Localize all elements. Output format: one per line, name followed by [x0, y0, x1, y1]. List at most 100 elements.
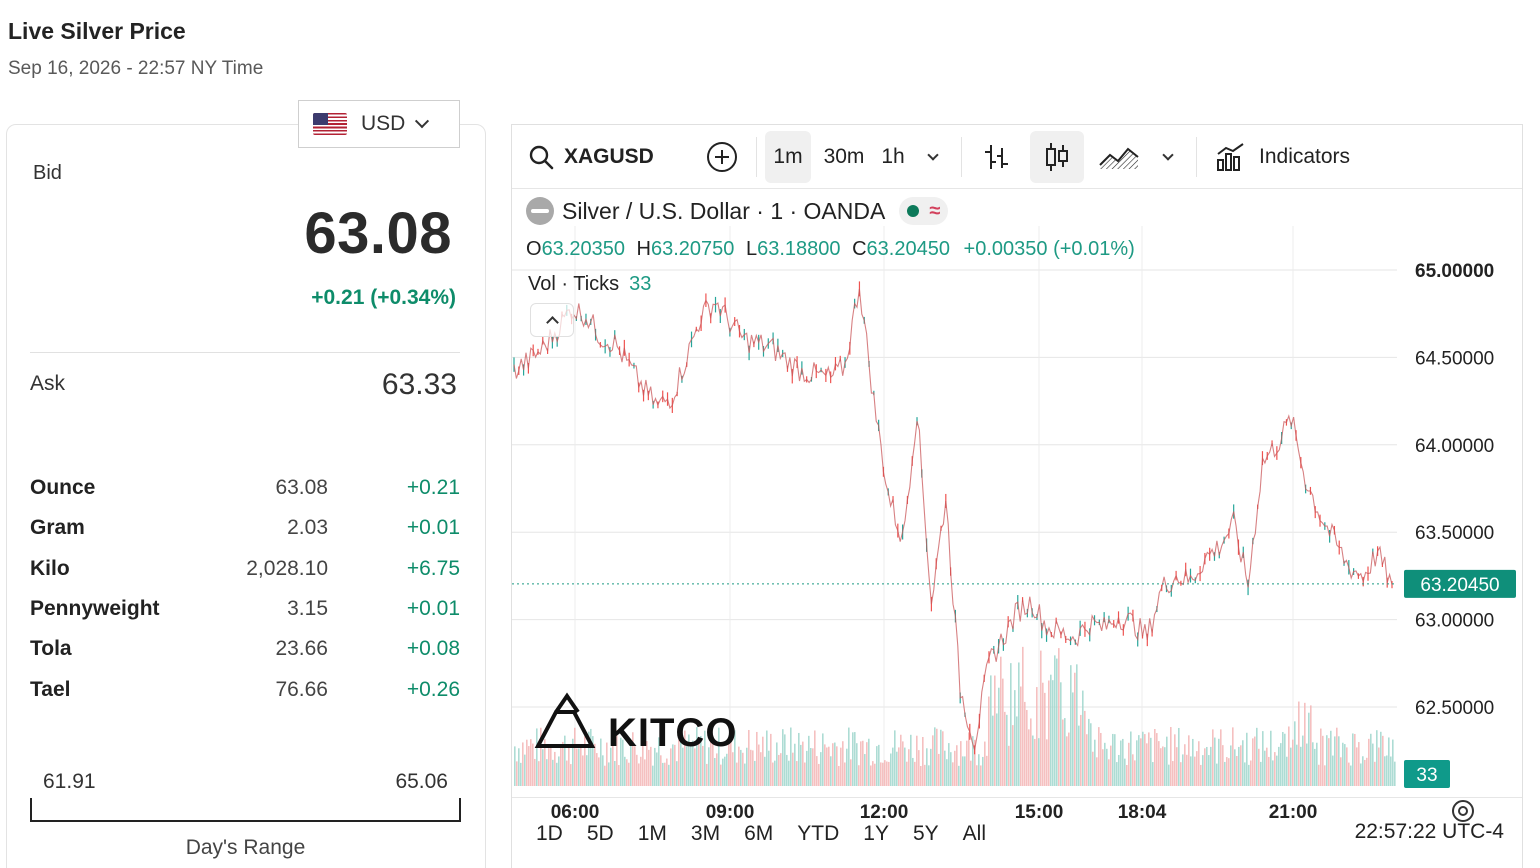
last-price-marker [1404, 569, 1516, 598]
volume-bar [642, 734, 644, 786]
interval-dropdown[interactable] [913, 131, 953, 183]
volume-bar [1122, 738, 1124, 786]
range-1d[interactable]: 1D [536, 821, 563, 845]
volume-bar [704, 730, 706, 786]
symbol-text: XAGUSD [564, 144, 654, 168]
volume-bar [696, 727, 698, 786]
range-5y[interactable]: 5Y [912, 821, 939, 845]
symbol-search[interactable]: XAGUSD [528, 144, 678, 170]
chart-type-dropdown[interactable] [1148, 131, 1188, 183]
volume-bar [918, 750, 920, 786]
volume-bar [1352, 733, 1354, 786]
volume-bar [1204, 748, 1206, 786]
range-6m[interactable]: 6M [744, 821, 774, 845]
volume-bar [844, 762, 846, 786]
volume-bar [1070, 665, 1072, 786]
volume-bar [518, 748, 520, 786]
volume-bar [1026, 709, 1028, 786]
volume-bar [1282, 731, 1284, 786]
range-5d[interactable]: 5D [586, 821, 614, 845]
volume-bar [1152, 762, 1154, 786]
range-ytd[interactable]: YTD [797, 821, 840, 845]
market-status-badge[interactable]: ≈ [899, 197, 949, 225]
volume-bar [682, 747, 684, 786]
delayed-data-icon: ≈ [929, 199, 941, 222]
volume-bar [774, 760, 776, 786]
volume-bar [870, 765, 872, 786]
candle-style-button[interactable] [1030, 130, 1084, 183]
range-all[interactable]: All [962, 821, 986, 845]
volume-bar [1394, 761, 1396, 786]
volume-bar [1112, 733, 1114, 786]
volume-bar [1216, 763, 1218, 786]
volume-bar [1206, 746, 1208, 786]
volume-bar [1176, 747, 1178, 786]
volume-bar [1302, 735, 1304, 786]
x-tick-label: 18:04 [1118, 802, 1167, 823]
volume-bar [1244, 762, 1246, 786]
volume-bar [1198, 741, 1200, 786]
volume-bar [988, 696, 990, 786]
interval-30m[interactable]: 30m [823, 144, 865, 168]
collapse-legend-button[interactable] [530, 303, 574, 337]
volume-bar [728, 742, 730, 786]
chart-clock[interactable]: 22:57:22 UTC-4 [1354, 820, 1504, 843]
volume-bar [1164, 747, 1166, 786]
volume-bar [1270, 730, 1272, 786]
volume-bar [514, 746, 516, 786]
range-1y[interactable]: 1Y [863, 821, 889, 845]
interval-1h[interactable]: 1h [881, 144, 905, 168]
chart-toolbar: XAGUSD 1m 30m 1h [512, 125, 1522, 189]
volume-bar [722, 758, 724, 786]
compare-symbol-button[interactable] [700, 131, 744, 183]
volume-bar [552, 759, 554, 786]
volume-bar [788, 760, 790, 786]
volume-bar [730, 732, 732, 786]
currency-select[interactable]: USD [298, 100, 460, 148]
volume-bar [996, 713, 998, 786]
volume-bar [656, 752, 658, 786]
volume-bar [546, 759, 548, 786]
volume-bar [864, 754, 866, 786]
volume-bar [610, 747, 612, 786]
volume-bar [1342, 742, 1344, 786]
volume-bar [664, 762, 666, 786]
bar-style-button[interactable] [970, 131, 1022, 183]
unit-price: 63.08 [275, 476, 328, 500]
interval-1m[interactable]: 1m [765, 130, 811, 183]
volume-bar [544, 739, 546, 786]
range-1m[interactable]: 1M [637, 821, 667, 845]
volume-bar [1092, 751, 1094, 786]
volume-bar [952, 762, 954, 786]
unit-price-table: Ounce 63.08 +0.21 Gram 2.03 +0.01 Kilo 2… [30, 468, 462, 710]
volume-bar [688, 734, 690, 786]
volume-bar [528, 746, 530, 786]
volume-bar [614, 760, 616, 786]
volume-bar [602, 755, 604, 786]
volume-bar [628, 762, 630, 786]
volume-bar [1156, 733, 1158, 786]
open-label: O [526, 238, 542, 260]
volume-bar [780, 753, 782, 786]
volume-bar [1380, 731, 1382, 786]
volume-bar [782, 729, 784, 786]
price-chart[interactable]: 65.00000 64.50000 64.00000 63.50000 63.00000… [512, 189, 1524, 868]
volume-bar [960, 741, 962, 786]
volume-bar [576, 748, 578, 786]
table-row: Gram 2.03 +0.01 [30, 508, 462, 548]
volume-bar [890, 753, 892, 786]
chart-type-button[interactable] [1090, 131, 1148, 183]
volume-bar [618, 765, 620, 786]
volume-bar [1010, 663, 1012, 786]
settings-gear-icon[interactable] [1452, 800, 1474, 822]
volume-bar [754, 760, 756, 786]
volume-bar [1312, 742, 1314, 786]
volume-bar [926, 748, 928, 786]
range-3m[interactable]: 3M [690, 821, 721, 845]
volume-bar [1104, 742, 1106, 786]
volume-bar [726, 753, 728, 786]
volume-bar [632, 732, 634, 786]
volume-bar [1350, 765, 1352, 786]
volume-bar [1200, 764, 1202, 786]
indicators-button[interactable]: Indicators [1205, 131, 1360, 183]
